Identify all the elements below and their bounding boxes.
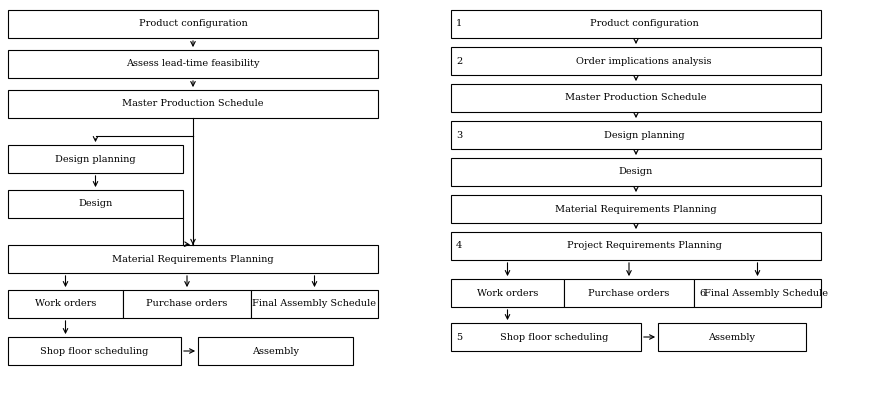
Bar	[8, 190, 183, 218]
Text: 3: 3	[456, 130, 462, 139]
Text: Design: Design	[619, 168, 653, 177]
Bar	[451, 121, 821, 149]
Text: Assembly: Assembly	[709, 332, 756, 341]
Text: Shop floor scheduling: Shop floor scheduling	[40, 347, 148, 356]
Text: Product configuration: Product configuration	[589, 19, 699, 29]
Text: Work orders: Work orders	[35, 299, 96, 309]
Text: Master Production Schedule: Master Production Schedule	[565, 93, 707, 103]
Bar	[658, 323, 806, 351]
Text: 2: 2	[456, 57, 462, 65]
Text: 1: 1	[456, 19, 462, 29]
Text: Work orders: Work orders	[477, 288, 538, 297]
Text: Assess lead-time feasibility: Assess lead-time feasibility	[126, 59, 260, 69]
Text: Material Requirements Planning: Material Requirements Planning	[112, 255, 274, 263]
Bar	[123, 290, 251, 318]
Bar	[451, 232, 821, 260]
Bar	[694, 279, 821, 307]
Bar	[8, 245, 378, 273]
Bar	[8, 50, 378, 78]
Text: Project Requirements Planning: Project Requirements Planning	[566, 242, 722, 250]
Text: 5: 5	[456, 332, 462, 341]
Bar	[451, 323, 641, 351]
Text: 6: 6	[699, 288, 705, 297]
Text: Design planning: Design planning	[604, 130, 685, 139]
Text: Master Production Schedule: Master Production Schedule	[123, 99, 264, 109]
Text: Design planning: Design planning	[55, 154, 136, 164]
Bar	[564, 279, 694, 307]
Bar	[451, 195, 821, 223]
Text: Design: Design	[78, 200, 113, 208]
Bar	[8, 90, 378, 118]
Text: Purchase orders: Purchase orders	[589, 288, 669, 297]
Text: Order implications analysis: Order implications analysis	[576, 57, 712, 65]
Bar	[8, 290, 123, 318]
Text: Final Assembly Schedule: Final Assembly Schedule	[252, 299, 377, 309]
Bar	[451, 10, 821, 38]
Bar	[251, 290, 378, 318]
Text: Material Requirements Planning: Material Requirements Planning	[556, 204, 717, 213]
Bar	[8, 145, 183, 173]
Bar	[451, 84, 821, 112]
Bar	[451, 47, 821, 75]
Bar	[8, 337, 181, 365]
Text: Shop floor scheduling: Shop floor scheduling	[500, 332, 608, 341]
Text: Final Assembly Schedule: Final Assembly Schedule	[703, 288, 828, 297]
Bar	[198, 337, 353, 365]
Text: Product configuration: Product configuration	[139, 19, 247, 29]
Bar	[451, 158, 821, 186]
Bar	[451, 279, 564, 307]
Text: 4: 4	[456, 242, 462, 250]
Text: Assembly: Assembly	[252, 347, 299, 356]
Bar	[8, 10, 378, 38]
Text: Purchase orders: Purchase orders	[147, 299, 228, 309]
